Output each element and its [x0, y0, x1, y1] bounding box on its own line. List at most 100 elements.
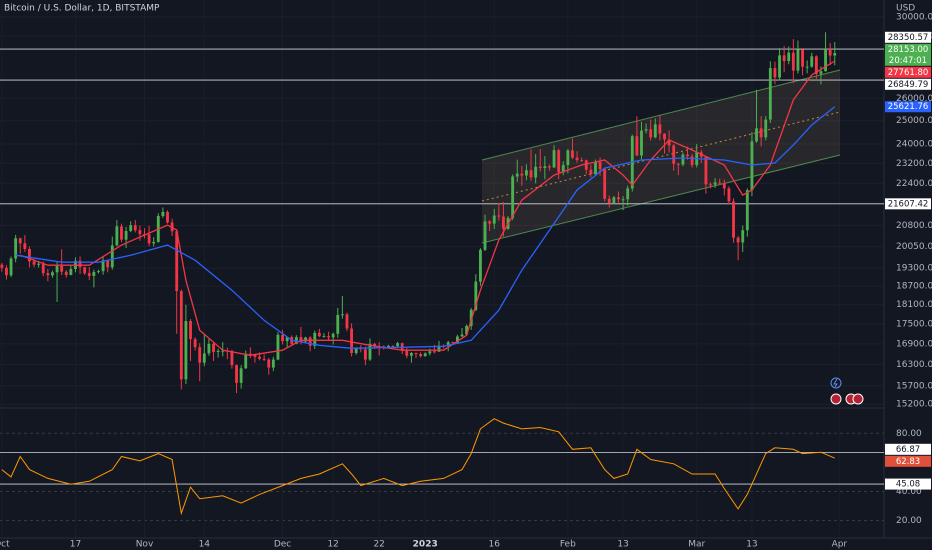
- moving-average: [19, 60, 836, 356]
- x-tick-label: 13: [617, 540, 628, 550]
- candle-body: [483, 221, 487, 250]
- candle-body: [110, 245, 114, 268]
- candle-body: [663, 133, 666, 140]
- candle-body: [575, 157, 579, 161]
- candle-body: [810, 56, 814, 67]
- y-tick-label: 26000.00: [896, 94, 932, 104]
- candle-body: [557, 150, 561, 173]
- price-label: 66.87: [885, 443, 931, 455]
- candle-body: [801, 49, 804, 67]
- candle-body: [189, 321, 192, 340]
- candle-body: [745, 190, 749, 231]
- candle-body: [428, 351, 432, 354]
- candle-body: [828, 49, 832, 56]
- candle-body: [704, 156, 708, 185]
- candle-body: [216, 350, 220, 352]
- candle-body: [419, 354, 423, 357]
- x-tick-label: Oct: [0, 540, 10, 550]
- candle-body: [345, 314, 349, 329]
- candle-body: [778, 55, 781, 78]
- candle-body: [755, 128, 758, 142]
- candle-body: [9, 258, 13, 276]
- candle-body: [60, 265, 64, 272]
- candle-body: [561, 165, 565, 173]
- candle-body: [621, 199, 625, 201]
- candle-body: [640, 130, 643, 156]
- candle-body: [350, 328, 354, 354]
- currency: USD: [896, 4, 915, 14]
- candle-body: [322, 336, 326, 338]
- candle-body: [543, 166, 547, 168]
- event-icon[interactable]: [830, 377, 842, 389]
- flag-icon[interactable]: [830, 393, 842, 405]
- candle-body: [221, 350, 225, 352]
- x-tick-label: 14: [199, 540, 211, 550]
- last-price-label: 28153.00: [888, 45, 929, 55]
- candle-body: [759, 128, 763, 138]
- candle-body: [465, 325, 469, 335]
- candle-body: [175, 231, 179, 292]
- candle-body: [649, 129, 653, 138]
- price-label-bg: [885, 198, 931, 210]
- candle-body: [423, 353, 427, 357]
- candle-body: [239, 368, 243, 383]
- candle-body: [373, 343, 377, 347]
- candle-body: [603, 169, 607, 199]
- candle-body: [414, 353, 418, 355]
- candle-body: [262, 358, 266, 360]
- x-tick-label: Dec: [274, 540, 291, 550]
- price-label-bg: [885, 66, 931, 78]
- y-tick-label: 17500.00: [896, 319, 932, 329]
- candle-body: [147, 234, 151, 244]
- price-label-bg: [885, 43, 931, 66]
- candle-body: [115, 226, 119, 246]
- candle-body: [37, 263, 41, 265]
- price-label: 62.83: [885, 455, 931, 467]
- channel-fill: [482, 70, 840, 243]
- candle-body: [138, 230, 142, 235]
- candle-body: [235, 365, 238, 383]
- candle-body: [386, 345, 390, 348]
- candle-body: [166, 211, 169, 223]
- y-tick-label: 16900.00: [896, 339, 932, 349]
- y-tick-label: 18100.00: [896, 300, 932, 310]
- x-tick-label: Nov: [136, 540, 154, 550]
- level-label: 28350.57: [888, 33, 929, 43]
- price-label: 27761.80: [885, 66, 931, 78]
- candle-body: [722, 183, 726, 189]
- candle-body: [354, 347, 358, 354]
- x-tick-label: 2023: [413, 540, 438, 550]
- candle-body: [184, 321, 188, 380]
- y-tick-label: 20050.00: [896, 242, 932, 252]
- candle-body: [658, 124, 662, 134]
- grid: [0, 432, 884, 522]
- flag-icon[interactable]: [852, 393, 864, 405]
- candle-body: [46, 273, 50, 276]
- y-tick-label: 15200.00: [896, 400, 932, 410]
- candle-body: [327, 336, 330, 338]
- candle-body: [460, 334, 464, 337]
- candle-body: [589, 169, 593, 175]
- candle-body: [515, 173, 519, 177]
- candle-body: [736, 237, 740, 243]
- price-label-bg: [885, 101, 931, 113]
- candle-body: [391, 345, 395, 347]
- candle-body: [534, 166, 538, 178]
- candle-body: [55, 265, 59, 273]
- candle-body: [451, 342, 455, 344]
- candle-body: [676, 163, 680, 165]
- rsi-value-label: 62.83: [896, 457, 920, 467]
- candle-body: [14, 238, 18, 259]
- candle-body: [681, 154, 685, 165]
- candle-body: [741, 230, 745, 243]
- price-label: 25621.76: [885, 101, 931, 113]
- candle-body: [409, 353, 413, 356]
- x-tick-label: Feb: [560, 540, 576, 550]
- candle-body: [281, 334, 284, 342]
- price-label-bg: [885, 31, 931, 43]
- candle-body: [727, 188, 731, 202]
- x-tick-label: Apr: [832, 540, 848, 550]
- candle-body: [313, 332, 317, 346]
